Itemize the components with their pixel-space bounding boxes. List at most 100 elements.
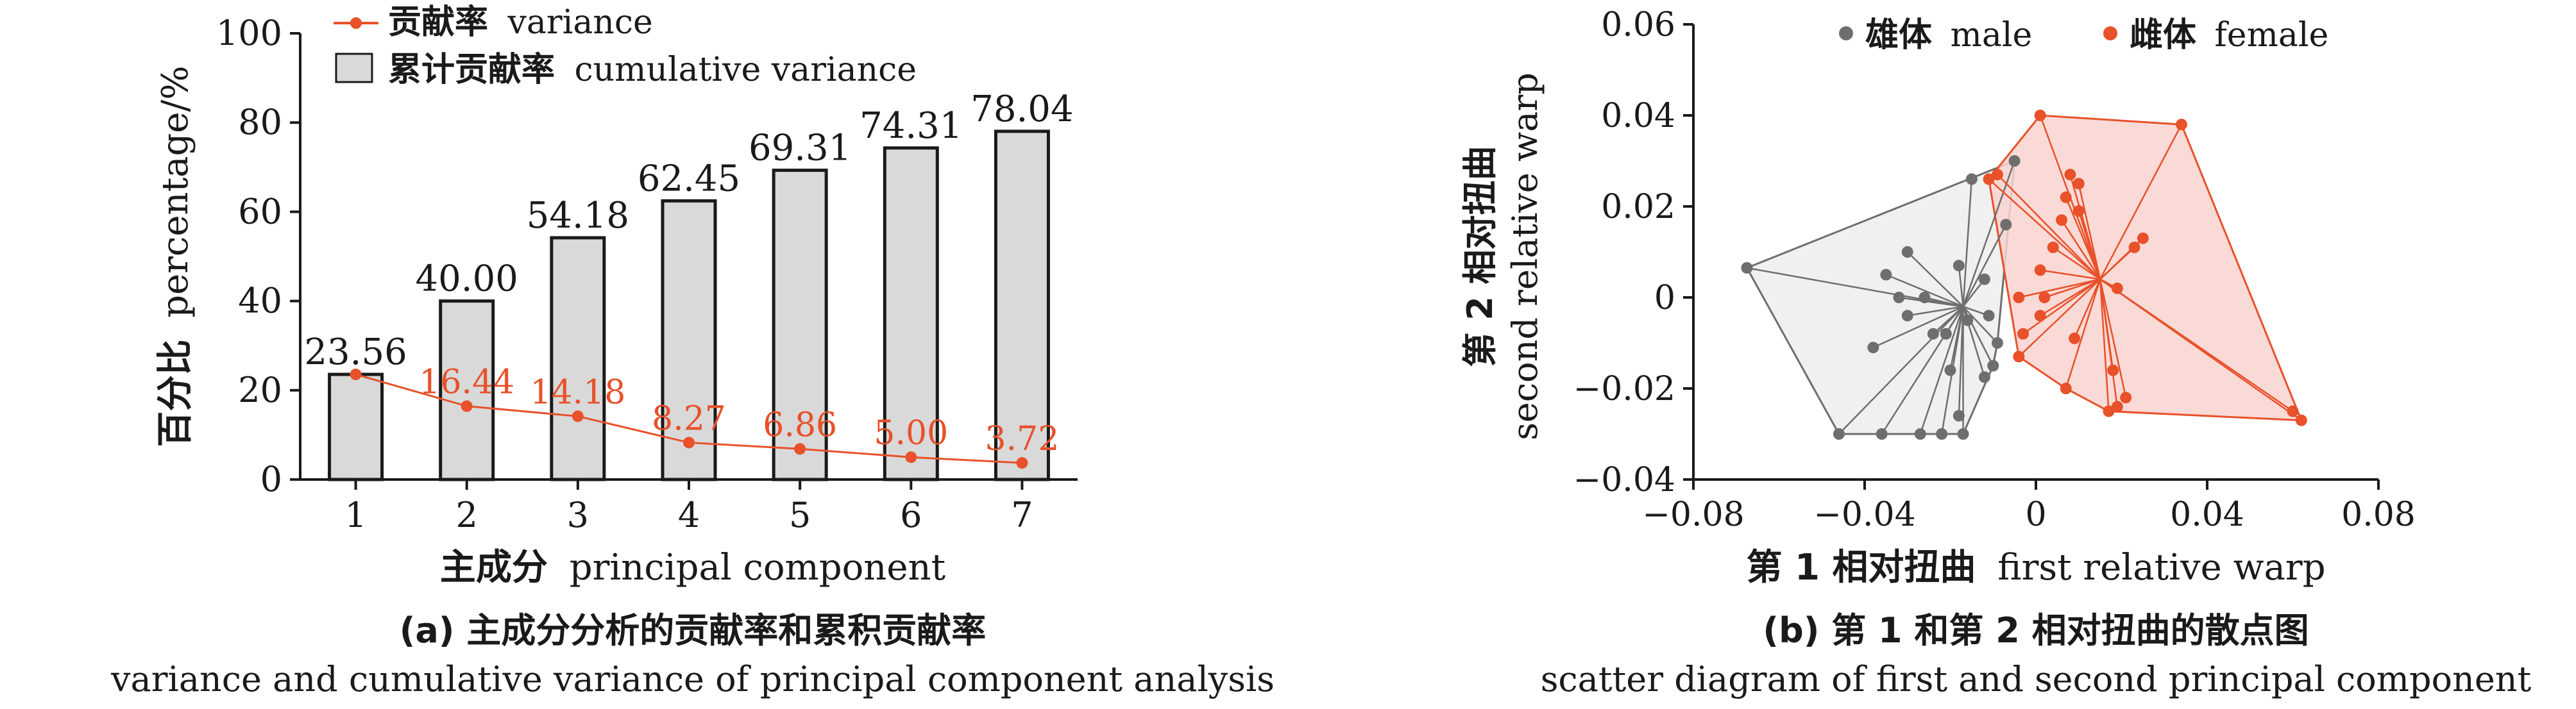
x-tick-label-a: 3: [567, 495, 589, 535]
male-spoke: [1962, 278, 1985, 307]
x-axis-label-a: 主成分 principal component: [440, 547, 946, 588]
female-spoke: [2022, 278, 2101, 335]
female-point: [2034, 310, 2046, 322]
variance-point: [905, 451, 917, 463]
female-point: [2111, 401, 2123, 413]
svg-text:贡献率 variance: 贡献率 variance: [388, 3, 653, 42]
y-tick-label-a: 60: [238, 191, 282, 231]
female-point: [2017, 328, 2029, 340]
female-point: [2111, 282, 2123, 294]
female-point: [2060, 191, 2072, 203]
male-hull: [1745, 159, 2016, 435]
female-point: [2064, 169, 2076, 181]
male-spoke: [1872, 306, 1964, 349]
female-point: [2128, 241, 2140, 253]
male-point: [1893, 292, 1905, 303]
male-point: [1936, 428, 1948, 440]
female-spoke: [2099, 279, 2110, 412]
female-point: [2069, 332, 2081, 344]
male-point: [2008, 155, 2021, 167]
cumulative-bar: [328, 372, 384, 481]
y-tick-label-b: −0.02: [1573, 370, 1675, 408]
y-ticks-a: 0 20 40 60 80 100: [216, 13, 300, 499]
x-tick-label-a: 4: [678, 495, 700, 535]
cumulative-value-label: 74.31: [860, 105, 962, 147]
male-point: [2000, 219, 2012, 231]
legend-a: 贡献率 variance 累计贡献率 cumulative variance: [334, 3, 917, 89]
female-spoke: [2078, 210, 2101, 279]
female-spoke: [2099, 279, 2119, 407]
hull-group: [1745, 114, 2303, 435]
female-spoke: [2065, 197, 2101, 280]
male-point: [1880, 269, 1892, 281]
variance-point: [572, 410, 584, 422]
male-point: [1953, 410, 1965, 422]
female-spoke: [1997, 174, 2101, 280]
x-axis-label-b: 第 1 相对扭曲 first relative warp: [1746, 547, 2325, 588]
y-tick-label-b: 0: [1654, 279, 1675, 317]
variance-value-label: 16.44: [419, 363, 514, 402]
male-point: [1978, 371, 1990, 383]
female-point: [2034, 264, 2046, 276]
female-point: [2072, 178, 2085, 190]
x-tick-label-b: 0.04: [2170, 496, 2244, 534]
x-tick-label-a: 6: [900, 495, 922, 535]
svg-text:累计贡献率 cumulative varia: 累计贡献率 cumulative variance: [388, 51, 917, 89]
female-spoke: [2065, 279, 2101, 389]
female-point: [2107, 364, 2119, 376]
legend-variance-en: variance: [507, 3, 653, 42]
male-point: [1953, 260, 1965, 272]
legend-cumulative-en: cumulative variance: [575, 51, 917, 89]
caption-a-en: variance and cumulative variance of prin…: [110, 659, 1275, 699]
female-point: [1983, 173, 1995, 185]
male-spoke: [1838, 306, 1964, 435]
male-spoke: [1899, 296, 1963, 308]
variance-value-label: 5.00: [874, 414, 948, 453]
legend-female-zh: 雌体: [2130, 16, 2196, 54]
x-ticks-b: −0.08 −0.04 0 0.04 0.08: [1642, 480, 2416, 534]
legend-male-en: male: [1951, 16, 2033, 54]
male-point: [1987, 360, 1999, 372]
female-hull: [1987, 114, 2303, 422]
female-point: [2287, 405, 2299, 417]
female-spoke: [2052, 246, 2101, 280]
male-point: [1867, 342, 1879, 354]
variance-point: [1016, 457, 1028, 469]
female-spoke: [2040, 278, 2101, 317]
male-point: [1944, 364, 1956, 376]
female-spoke: [2044, 278, 2101, 299]
legend-b: 雄体 male 雌体 female: [1839, 16, 2328, 54]
variance-value-label: 6.86: [763, 406, 837, 444]
cumulative-bar: [661, 199, 717, 481]
cumulative-bar: [883, 146, 939, 481]
legend-variance-zh: 贡献率: [388, 3, 488, 42]
female-spoke: [2099, 279, 2127, 398]
male-spoke: [1919, 306, 1964, 435]
female-spoke: [2018, 278, 2101, 358]
female-spoke: [2061, 219, 2101, 280]
male-point: [1965, 173, 1978, 185]
caption-b-zh: (b) 第 1 和第 2 相对扭曲的散点图: [1763, 610, 2309, 651]
female-point: [2295, 414, 2307, 426]
male-point: [1940, 328, 1952, 340]
male-point: [1927, 328, 1939, 340]
male-spoke: [1907, 305, 1963, 317]
female-spoke: [2078, 183, 2101, 279]
legend-male-marker: [1839, 26, 1853, 40]
x-ticks-a: 1 2 3 4 5 6 7: [344, 480, 1033, 535]
variance-point: [683, 437, 695, 449]
cumulative-bar: [550, 236, 606, 481]
y-tick-label-a: 100: [216, 13, 282, 53]
female-point: [2103, 405, 2115, 417]
x-tick-label-a: 7: [1011, 495, 1033, 535]
x-tick-label-a: 1: [344, 495, 366, 535]
x-tick-label-a: 2: [456, 495, 478, 535]
male-point: [1983, 310, 1995, 322]
variance-point: [794, 443, 806, 455]
variance-value-labels: 16.44 14.18 8.27 6.86 5.00 3.72: [419, 363, 1059, 459]
y-tick-label-a: 40: [238, 281, 282, 321]
legend-female-marker: [2103, 26, 2117, 40]
y-tick-label-a: 20: [238, 370, 282, 410]
legend-cumulative-swatch: [335, 53, 373, 83]
